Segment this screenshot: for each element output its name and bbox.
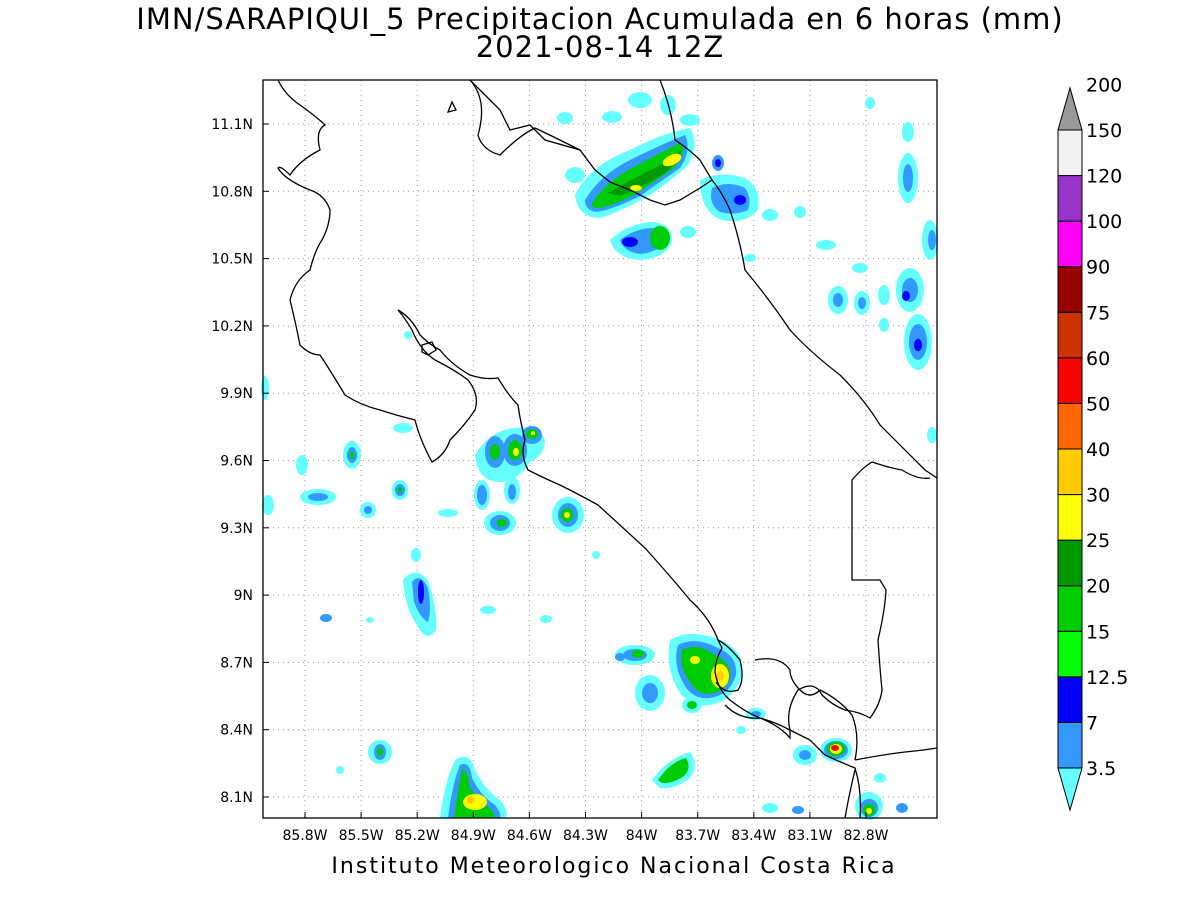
lon-tick-label: 84W bbox=[626, 828, 658, 844]
colorbar-bin bbox=[1057, 494, 1083, 541]
golfo-dulce bbox=[754, 658, 858, 761]
map-title: IMN/SARAPIQUI_5 Precipitacion Acumulada … bbox=[136, 2, 1064, 36]
lake-nicaragua-shore bbox=[469, 79, 581, 156]
panama-coast bbox=[854, 747, 938, 761]
colorbar-label: 3.5 bbox=[1086, 758, 1116, 780]
rain-cluster-north bbox=[557, 92, 836, 262]
colorbar-bin bbox=[1057, 402, 1083, 450]
island-1 bbox=[421, 341, 437, 356]
colorbar: 3.5 7 12.5 15 20 25 30 40 50 60 75 90 100 120 150 200 bbox=[1057, 74, 1128, 812]
lat-tick-label: 8.1N bbox=[220, 790, 253, 806]
lat-tick-label: 9.3N bbox=[220, 521, 253, 537]
caribbean-coast bbox=[659, 79, 938, 479]
gulf-of-nicoya-coast bbox=[397, 309, 862, 819]
colorbar-label: 7 bbox=[1086, 712, 1098, 734]
colorbar-bin bbox=[1057, 539, 1083, 587]
colorbar-label: 20 bbox=[1086, 576, 1110, 598]
colorbar-label: 75 bbox=[1086, 302, 1110, 324]
lon-tick-label: 83.1W bbox=[787, 828, 832, 844]
colorbar-bin bbox=[1057, 721, 1083, 769]
lon-tick-label: 82.8W bbox=[843, 828, 888, 844]
lon-tick-label: 83.7W bbox=[675, 828, 720, 844]
lat-tick-label: 9N bbox=[234, 588, 253, 604]
nicaragua-costa-rica-border bbox=[469, 79, 713, 206]
osa-peninsula bbox=[715, 639, 743, 693]
lat-tick-label: 10.5N bbox=[211, 252, 253, 268]
colorbar-label: 30 bbox=[1086, 485, 1110, 507]
map-subtitle-datetime: 2021-08-14 12Z bbox=[475, 30, 725, 64]
colorbar-bin bbox=[1057, 585, 1083, 632]
colorbar-label: 12.5 bbox=[1086, 667, 1128, 689]
lon-tick-label: 84.3W bbox=[563, 828, 608, 844]
colorbar-bin bbox=[1057, 220, 1083, 268]
colorbar-label: 120 bbox=[1086, 166, 1122, 188]
lon-tick-label: 84.9W bbox=[451, 828, 496, 844]
rain-cluster-northeast bbox=[828, 97, 938, 443]
rain-cluster-central bbox=[261, 331, 600, 562]
colorbar-label: 40 bbox=[1086, 439, 1110, 461]
footer-credit: Instituto Meteorologico Nacional Costa R… bbox=[331, 854, 897, 879]
lon-tick-label: 85.5W bbox=[339, 828, 384, 844]
lon-tick-label: 85.8W bbox=[282, 828, 327, 844]
colorbar-label: 50 bbox=[1086, 393, 1110, 415]
colorbar-label: 15 bbox=[1086, 621, 1110, 643]
colorbar-bin bbox=[1057, 448, 1083, 496]
colorbar-label: 150 bbox=[1086, 120, 1122, 142]
colorbar-bin bbox=[1057, 676, 1083, 723]
lon-tick-label: 84.6W bbox=[507, 828, 552, 844]
plot-frame bbox=[262, 79, 938, 819]
lat-tick-label: 8.7N bbox=[220, 655, 253, 671]
lat-tick-label: 8.4N bbox=[220, 723, 253, 739]
coastlines-and-borders bbox=[277, 79, 938, 819]
lon-tick-label: 85.2W bbox=[395, 828, 440, 844]
colorbar-bin bbox=[1057, 630, 1083, 678]
lat-tick-label: 10.2N bbox=[211, 319, 253, 335]
lon-tick-label: 83.4W bbox=[731, 828, 776, 844]
rain-cluster-south bbox=[615, 634, 908, 820]
island-2 bbox=[446, 100, 457, 113]
colorbar-bin bbox=[1057, 357, 1083, 404]
lat-tick-label: 10.8N bbox=[211, 184, 253, 200]
latitude-axis: 11.1N 10.8N 10.5N 10.2N 9.9N 9.6N 9.3N 9N 8.7N 8.… bbox=[211, 117, 269, 806]
colorbar-label: 60 bbox=[1086, 348, 1110, 370]
colorbar-bin bbox=[1057, 311, 1083, 359]
colorbar-bin bbox=[1057, 129, 1083, 177]
colorbar-bin bbox=[1057, 175, 1083, 222]
lat-tick-label: 11.1N bbox=[211, 117, 253, 133]
lat-tick-label: 9.6N bbox=[220, 454, 253, 470]
rain-cluster-southwest bbox=[320, 572, 552, 818]
costa-rica-panama-border bbox=[724, 461, 931, 740]
colorbar-label: 25 bbox=[1086, 530, 1110, 552]
colorbar-bin bbox=[1057, 767, 1083, 812]
pacific-coast-guanacaste bbox=[277, 79, 478, 463]
colorbar-bin bbox=[1057, 86, 1083, 131]
colorbar-bin bbox=[1057, 266, 1083, 313]
colorbar-label: 90 bbox=[1086, 257, 1110, 279]
burica bbox=[844, 769, 856, 819]
precipitation-field bbox=[261, 92, 938, 820]
colorbar-label: 100 bbox=[1086, 211, 1122, 233]
colorbar-label: 200 bbox=[1086, 74, 1122, 96]
lat-tick-label: 9.9N bbox=[220, 386, 253, 402]
longitude-axis: 85.8W 85.5W 85.2W 84.9W 84.6W 84.3W 84W 83.7W 83… bbox=[282, 812, 889, 844]
